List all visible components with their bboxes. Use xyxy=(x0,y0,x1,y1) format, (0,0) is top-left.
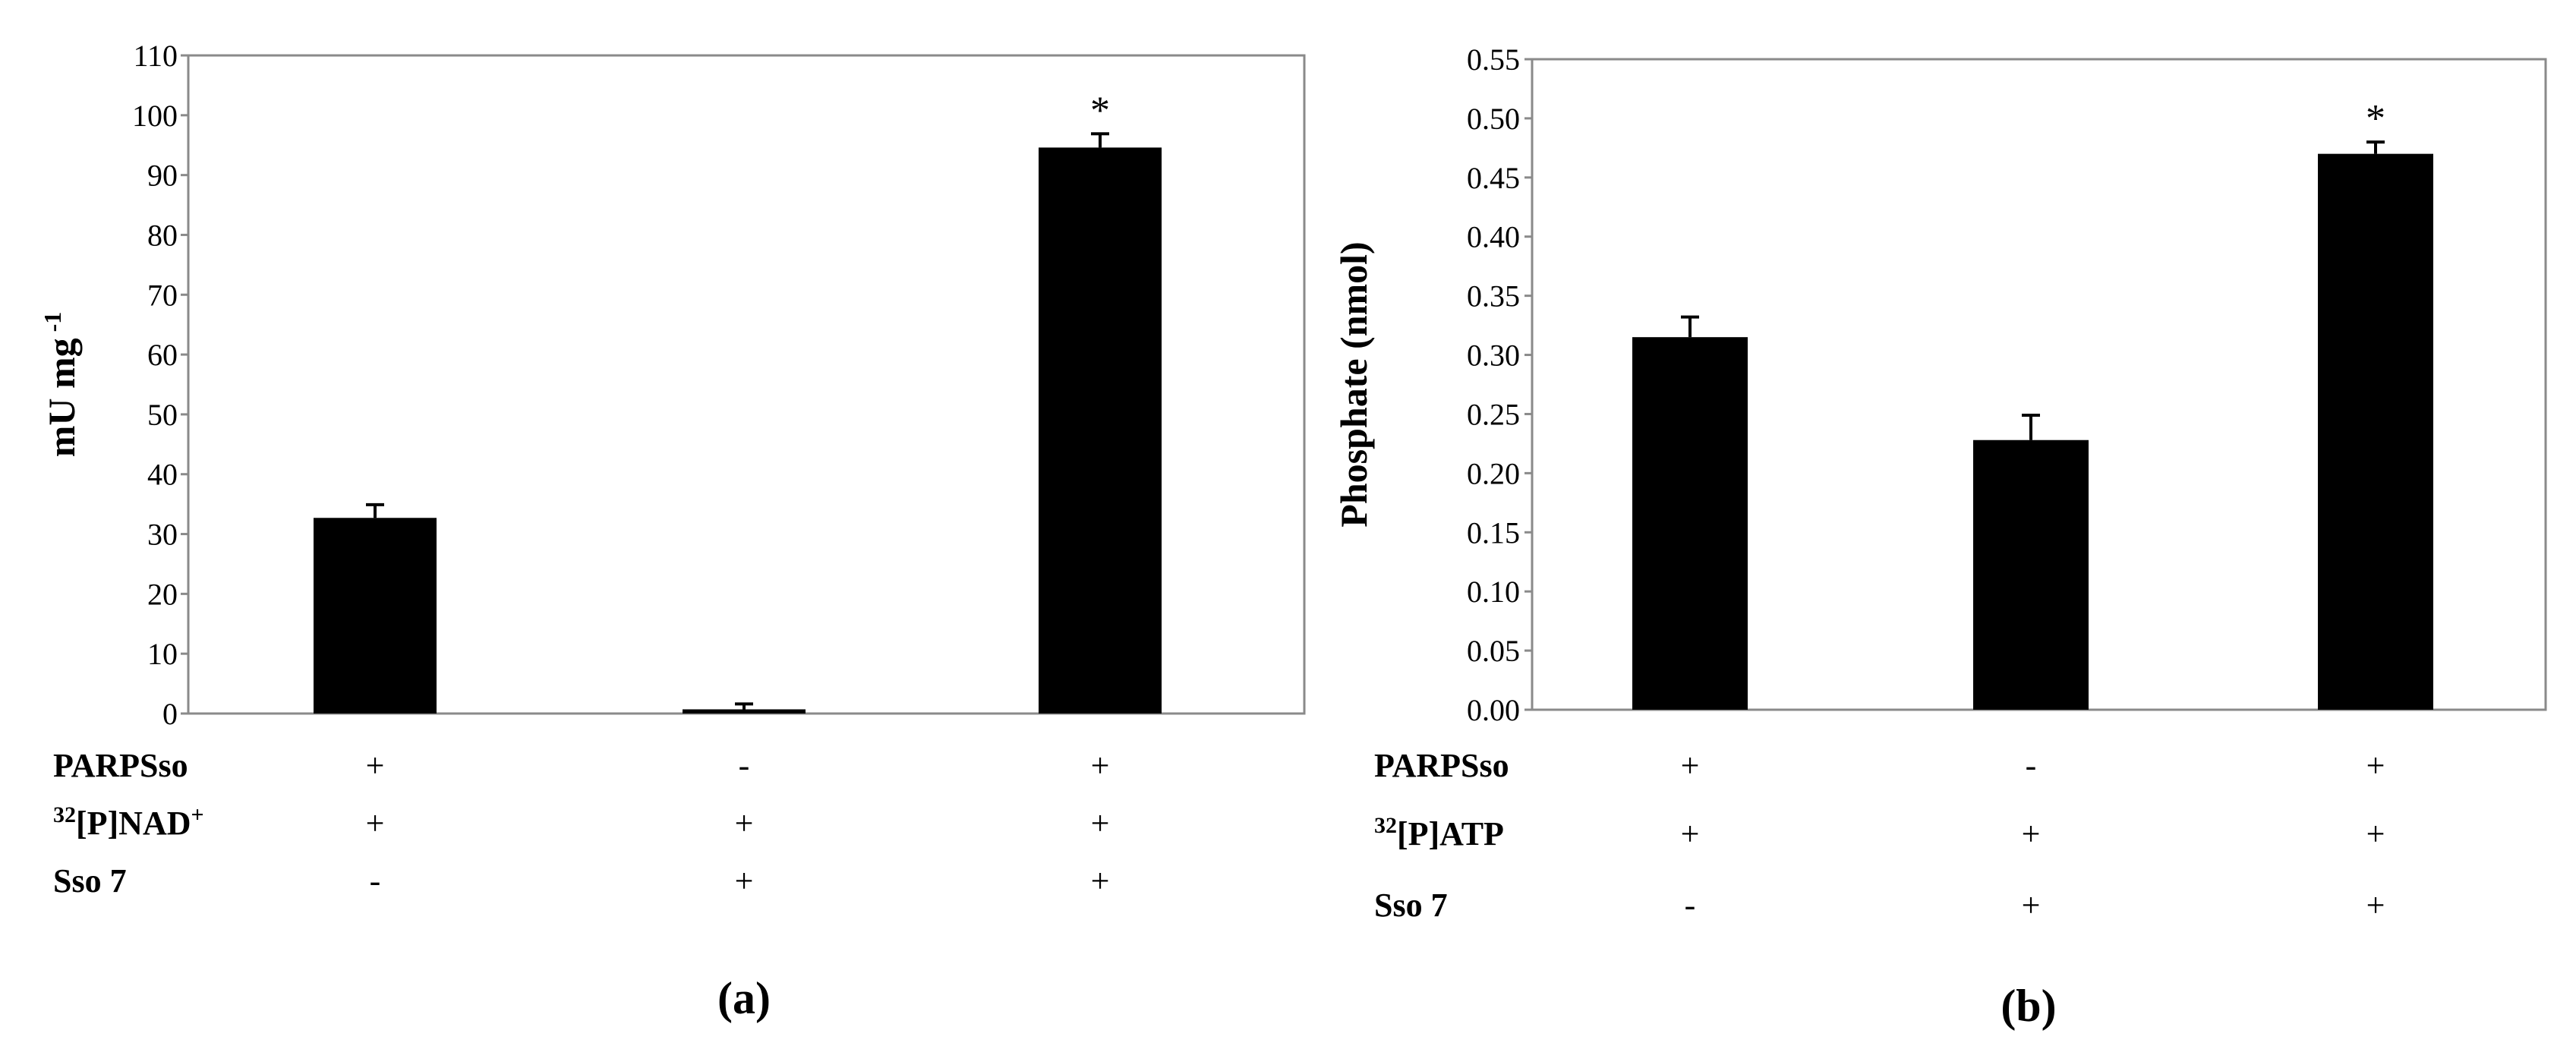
condition-mark: + xyxy=(366,805,385,842)
y-tick-label: 0.45 xyxy=(1467,161,1520,195)
condition-mark: + xyxy=(1681,815,1700,852)
y-tick-label: 0.30 xyxy=(1467,339,1520,373)
bar xyxy=(2318,153,2433,710)
panel-b: 0.00 0.05 0.10 0.15 0.20 0.25 0.30 0.35 0.40 0.45… xyxy=(1332,43,2547,1031)
y-axis-label: Phosphate (nmol) xyxy=(1332,241,1375,527)
y-tick-label: 40 xyxy=(147,458,178,492)
condition-mark: + xyxy=(2022,815,2041,852)
y-tick-label: 0.00 xyxy=(1467,693,1520,727)
condition-mark: + xyxy=(366,747,385,784)
condition-label: 32[P]ATP xyxy=(1374,813,1504,852)
panel-label: (a) xyxy=(717,973,771,1023)
y-tick-label: 0.35 xyxy=(1467,279,1520,313)
condition-mark: - xyxy=(739,747,750,784)
bar xyxy=(314,518,437,714)
condition-mark: + xyxy=(1091,747,1110,784)
y-tick-label: 30 xyxy=(147,518,178,552)
condition-label: PARPSso xyxy=(53,747,188,784)
bar xyxy=(1973,440,2089,710)
y-tick-label: 100 xyxy=(132,99,178,133)
bar xyxy=(683,709,806,714)
y-tick-label: 0.55 xyxy=(1467,43,1520,77)
condition-mark: + xyxy=(2366,887,2385,924)
condition-label: Sso 7 xyxy=(1374,887,1448,924)
bar xyxy=(1632,337,1748,710)
y-tick-label: 0.15 xyxy=(1467,515,1520,550)
condition-mark: + xyxy=(735,805,754,842)
y-tick-label: 0.10 xyxy=(1467,575,1520,609)
y-tick-label: 70 xyxy=(147,278,178,312)
condition-label: 32[P]NAD+ xyxy=(53,802,204,842)
y-tick-label: 10 xyxy=(147,637,178,671)
y-tick-label: 50 xyxy=(147,398,178,432)
condition-mark: + xyxy=(2366,815,2385,852)
y-tick-label: 0.25 xyxy=(1467,397,1520,431)
y-tick-label: 90 xyxy=(147,159,178,193)
condition-mark: - xyxy=(1685,887,1696,924)
y-tick-label: 110 xyxy=(133,39,178,73)
condition-mark: + xyxy=(1681,747,1700,784)
condition-mark: + xyxy=(1091,805,1110,842)
condition-label: Sso 7 xyxy=(53,862,127,899)
y-tick-label: 0.20 xyxy=(1467,456,1520,490)
significance-marker: * xyxy=(2366,97,2385,140)
condition-label: PARPSso xyxy=(1374,747,1509,784)
y-tick-label: 60 xyxy=(147,338,178,372)
condition-mark: + xyxy=(2366,747,2385,784)
condition-mark: + xyxy=(1091,862,1110,899)
panel-a: 0 10 20 30 40 50 60 70 80 90 100 110 mU mg -1 * PARPSs… xyxy=(39,39,1306,1023)
bar xyxy=(1039,147,1162,714)
y-tick-label: 0.40 xyxy=(1467,220,1520,254)
y-tick-label: 0.50 xyxy=(1467,102,1520,136)
y-tick-label: 80 xyxy=(147,218,178,252)
condition-mark: + xyxy=(735,862,754,899)
y-tick-label: 0 xyxy=(162,697,178,731)
y-tick-label: 20 xyxy=(147,577,178,611)
condition-mark: - xyxy=(370,862,381,899)
y-tick-label: 0.05 xyxy=(1467,634,1520,668)
y-axis-label: mU mg -1 xyxy=(39,312,83,458)
condition-mark: + xyxy=(2022,887,2041,924)
significance-marker: * xyxy=(1090,89,1110,132)
panel-label: (b) xyxy=(2001,981,2056,1031)
condition-mark: - xyxy=(2026,747,2037,784)
